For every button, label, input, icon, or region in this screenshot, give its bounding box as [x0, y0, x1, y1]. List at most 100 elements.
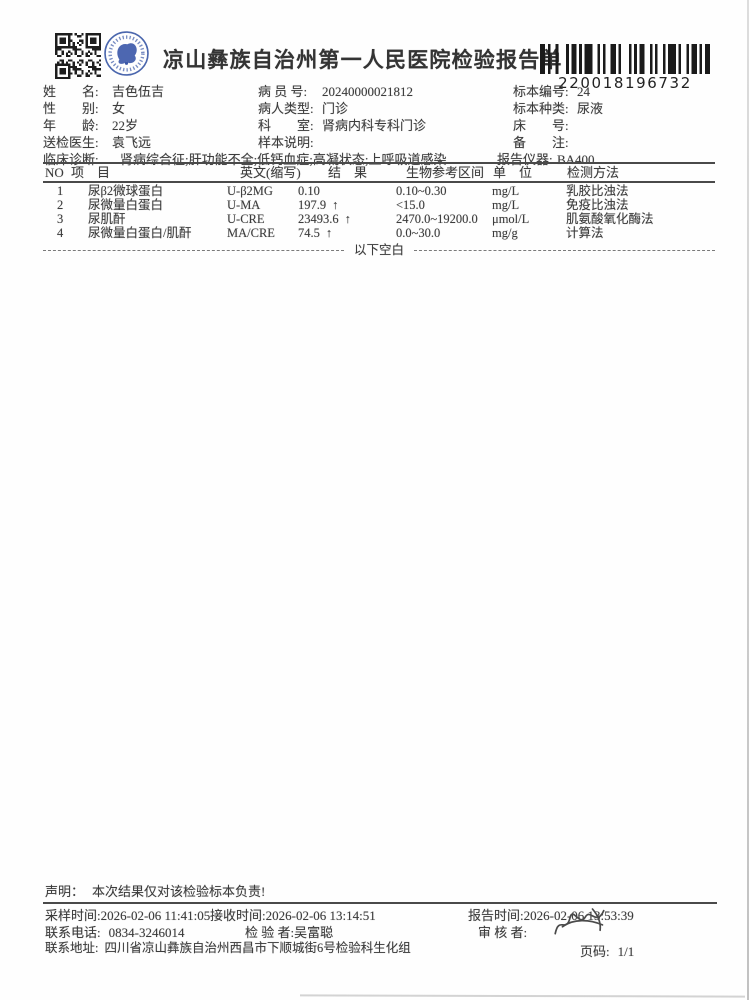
row-range: <15.0 — [396, 198, 425, 212]
receive-time-value: 2026-02-06 13:14:51 — [265, 908, 376, 923]
row-result: 197.9 ↑ — [298, 198, 338, 213]
phone-value: 0834-3246014 — [108, 925, 185, 940]
name-label: 姓 名: — [43, 84, 99, 99]
patient-name: 吉色伍吉 — [112, 84, 165, 99]
col-item: 项 目 — [71, 165, 111, 180]
table-header-rule — [43, 181, 715, 184]
patient-id-label: 病 员 号: — [258, 84, 308, 99]
sample-no: 24 — [577, 84, 590, 99]
col-range: 生物参考区间 — [406, 165, 485, 180]
row-abbr: U-CRE — [227, 212, 265, 226]
patient-id: 20240000021812 — [322, 84, 413, 99]
row-abbr: MA/CRE — [227, 226, 275, 240]
sample-note-label: 样本说明: — [258, 135, 314, 150]
page-label: 页码: — [580, 944, 610, 959]
tester: 检 验 者:吴富聪 — [245, 925, 333, 940]
row-no: 2 — [57, 198, 64, 212]
page-value: 1/1 — [617, 944, 635, 959]
row-method: 乳胶比浊法 — [566, 184, 629, 198]
result-value: 0.10 — [298, 184, 320, 198]
col-method: 检测方法 — [567, 165, 620, 180]
col-result: 结 果 — [328, 165, 368, 180]
row-abbr: U-β2MG — [227, 184, 273, 198]
address: 联系地址: 四川省凉山彝族自治州西昌市下顺城街6号检验科生化组 — [45, 941, 411, 956]
address-label: 联系地址: — [45, 941, 99, 955]
result-flag: ↑ — [332, 198, 339, 212]
row-method: 计算法 — [566, 226, 604, 240]
statement: 声明： 本次结果仅对该检验标本负责! — [45, 884, 265, 899]
row-method: 免疫比浊法 — [566, 198, 629, 212]
phone-label: 联系电话: — [45, 925, 101, 940]
address-value: 四川省凉山彝族自治州西昌市下顺城街6号检验科生化组 — [104, 941, 411, 955]
col-no: NO — [45, 165, 64, 180]
department: 肾病内科专科门诊 — [322, 118, 427, 133]
reviewer-signature — [554, 908, 605, 935]
remark-label: 备 注: — [513, 135, 569, 150]
row-result: 23493.6 ↑ — [298, 212, 351, 227]
statement-text: 本次结果仅对该检验标本负责! — [92, 884, 266, 899]
receive-time-label: 接收时间: — [210, 908, 266, 923]
scan-edge-artifact — [299, 994, 746, 998]
gender-label: 性 别: — [43, 101, 99, 116]
table-top-rule — [43, 162, 715, 164]
row-no: 3 — [57, 212, 64, 226]
sample-no-label: 标本编号: — [513, 84, 569, 99]
report-time: 报告时间:2026-02-06 13:53:39 — [468, 908, 634, 923]
referring-doctor: 袁飞远 — [112, 135, 152, 150]
page-number: 页码: 1/1 — [580, 944, 634, 959]
end-marker: 以下空白 — [354, 243, 405, 257]
age-label: 年 龄: — [43, 118, 99, 133]
row-range: 0.0~30.0 — [396, 226, 441, 240]
row-unit: μmol/L — [492, 212, 530, 226]
row-unit: mg/L — [492, 198, 520, 212]
row-abbr: U-MA — [227, 198, 261, 212]
sampling-time-value: 2026-02-06 11:41:05 — [100, 908, 211, 923]
row-range: 0.10~0.30 — [396, 184, 447, 198]
result-value: 23493.6 — [298, 212, 339, 226]
dashed-rule — [43, 250, 344, 251]
sampling-time-label: 采样时间: — [45, 908, 101, 923]
hospital-seal-icon — [104, 31, 149, 76]
patient-type-label: 病人类型: — [258, 101, 314, 116]
result-flag: ↑ — [344, 212, 351, 226]
col-abbr: 英文(缩写) — [240, 165, 301, 180]
report-time-label: 报告时间: — [468, 908, 524, 923]
result-value: 197.9 — [298, 198, 327, 212]
row-method: 肌氨酸氧化酶法 — [566, 212, 654, 226]
row-result: 0.10 — [298, 184, 326, 199]
footer-rule — [43, 902, 717, 904]
qr-code-icon — [55, 33, 101, 79]
gender: 女 — [112, 101, 126, 116]
result-flag: ↑ — [325, 226, 333, 240]
sample-type-label: 标本种类: — [513, 101, 569, 116]
statement-label: 声明： — [45, 884, 85, 899]
row-result: 74.5 ↑ — [298, 226, 332, 241]
col-unit: 单 位 — [493, 165, 533, 180]
row-range: 2470.0~19200.0 — [396, 212, 478, 226]
department-label: 科 室: — [258, 118, 314, 133]
tester-label: 检 验 者: — [245, 925, 295, 940]
result-value: 74.5 — [298, 226, 320, 240]
row-no: 1 — [57, 184, 64, 198]
age: 22岁 — [112, 118, 139, 133]
reviewer-label: 审 核 者: — [478, 925, 528, 940]
end-of-results-divider: 以下空白 — [43, 242, 716, 258]
dashed-rule — [414, 250, 716, 251]
bed-no-label: 床 号: — [513, 118, 569, 133]
row-item: 尿肌酐 — [88, 212, 126, 226]
patient-type: 门诊 — [322, 101, 349, 116]
phone: 联系电话: 0834-3246014 — [45, 925, 184, 940]
row-unit: mg/g — [492, 226, 518, 240]
sampling-time: 采样时间:2026-02-06 11:41:05 — [45, 908, 210, 923]
row-item: 尿微量白蛋白 — [88, 198, 164, 212]
row-unit: mg/L — [492, 184, 520, 198]
row-item: 尿β2微球蛋白 — [88, 184, 164, 198]
row-item: 尿微量白蛋白/肌酐 — [88, 226, 192, 240]
row-no: 4 — [57, 226, 64, 240]
tester-value: 吴富聪 — [294, 925, 334, 940]
barcode-icon — [540, 44, 710, 74]
receive-time: 接收时间:2026-02-06 13:14:51 — [210, 908, 376, 923]
scan-edge-artifact — [746, 0, 749, 1000]
report-title: 凉山彝族自治州第一人民医院检验报告单 — [163, 48, 563, 72]
